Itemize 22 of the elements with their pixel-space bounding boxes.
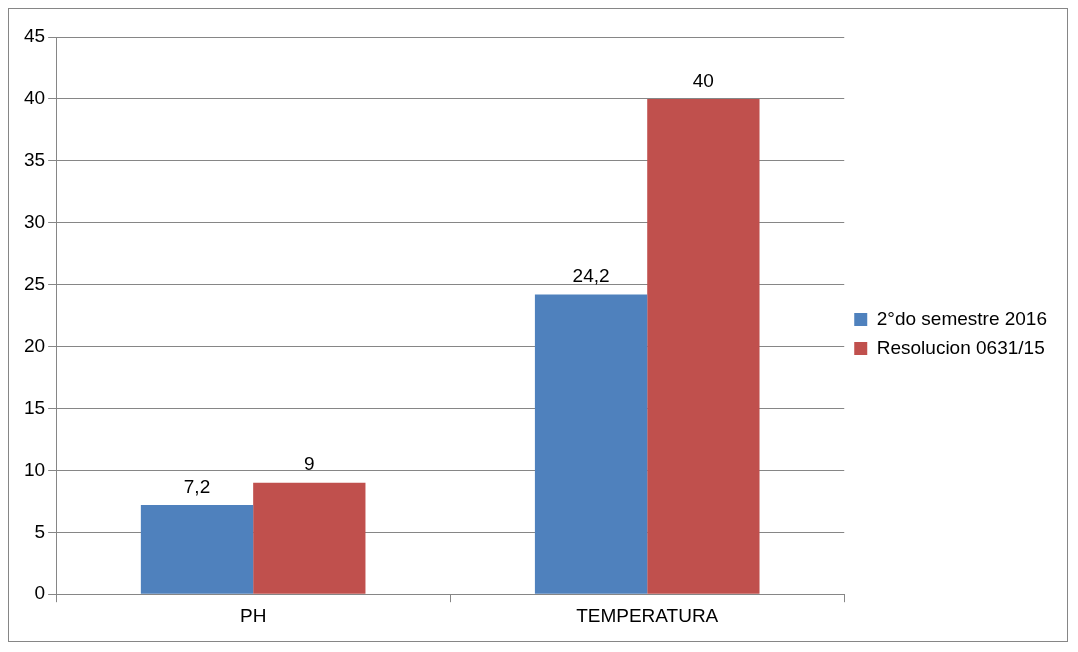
bar — [140, 505, 254, 594]
y-tick-label: 30 — [23, 210, 46, 232]
y-tick-label: 25 — [23, 272, 46, 294]
bar — [534, 294, 648, 594]
y-tick-label: 35 — [23, 149, 46, 171]
data-label: 9 — [304, 453, 315, 475]
y-tick-label: 20 — [23, 334, 46, 356]
data-label: 7,2 — [183, 475, 211, 497]
y-tick-label: 10 — [23, 458, 46, 480]
data-label: 24,2 — [572, 265, 610, 287]
bar — [253, 482, 366, 594]
bar — [647, 98, 760, 594]
x-tick-label: TEMPERATURA — [576, 604, 719, 626]
legend-label: 2°do semestre 2016 — [876, 307, 1048, 329]
y-tick-label: 5 — [34, 520, 46, 542]
legend-label: Resolucion 0631/15 — [876, 336, 1045, 358]
x-tick-label: PH — [239, 604, 267, 626]
y-tick-label: 0 — [34, 582, 46, 604]
y-tick-label: 40 — [23, 87, 46, 109]
y-tick-label: 45 — [23, 25, 46, 47]
y-tick-label: 15 — [23, 396, 46, 418]
data-label: 40 — [692, 69, 714, 91]
